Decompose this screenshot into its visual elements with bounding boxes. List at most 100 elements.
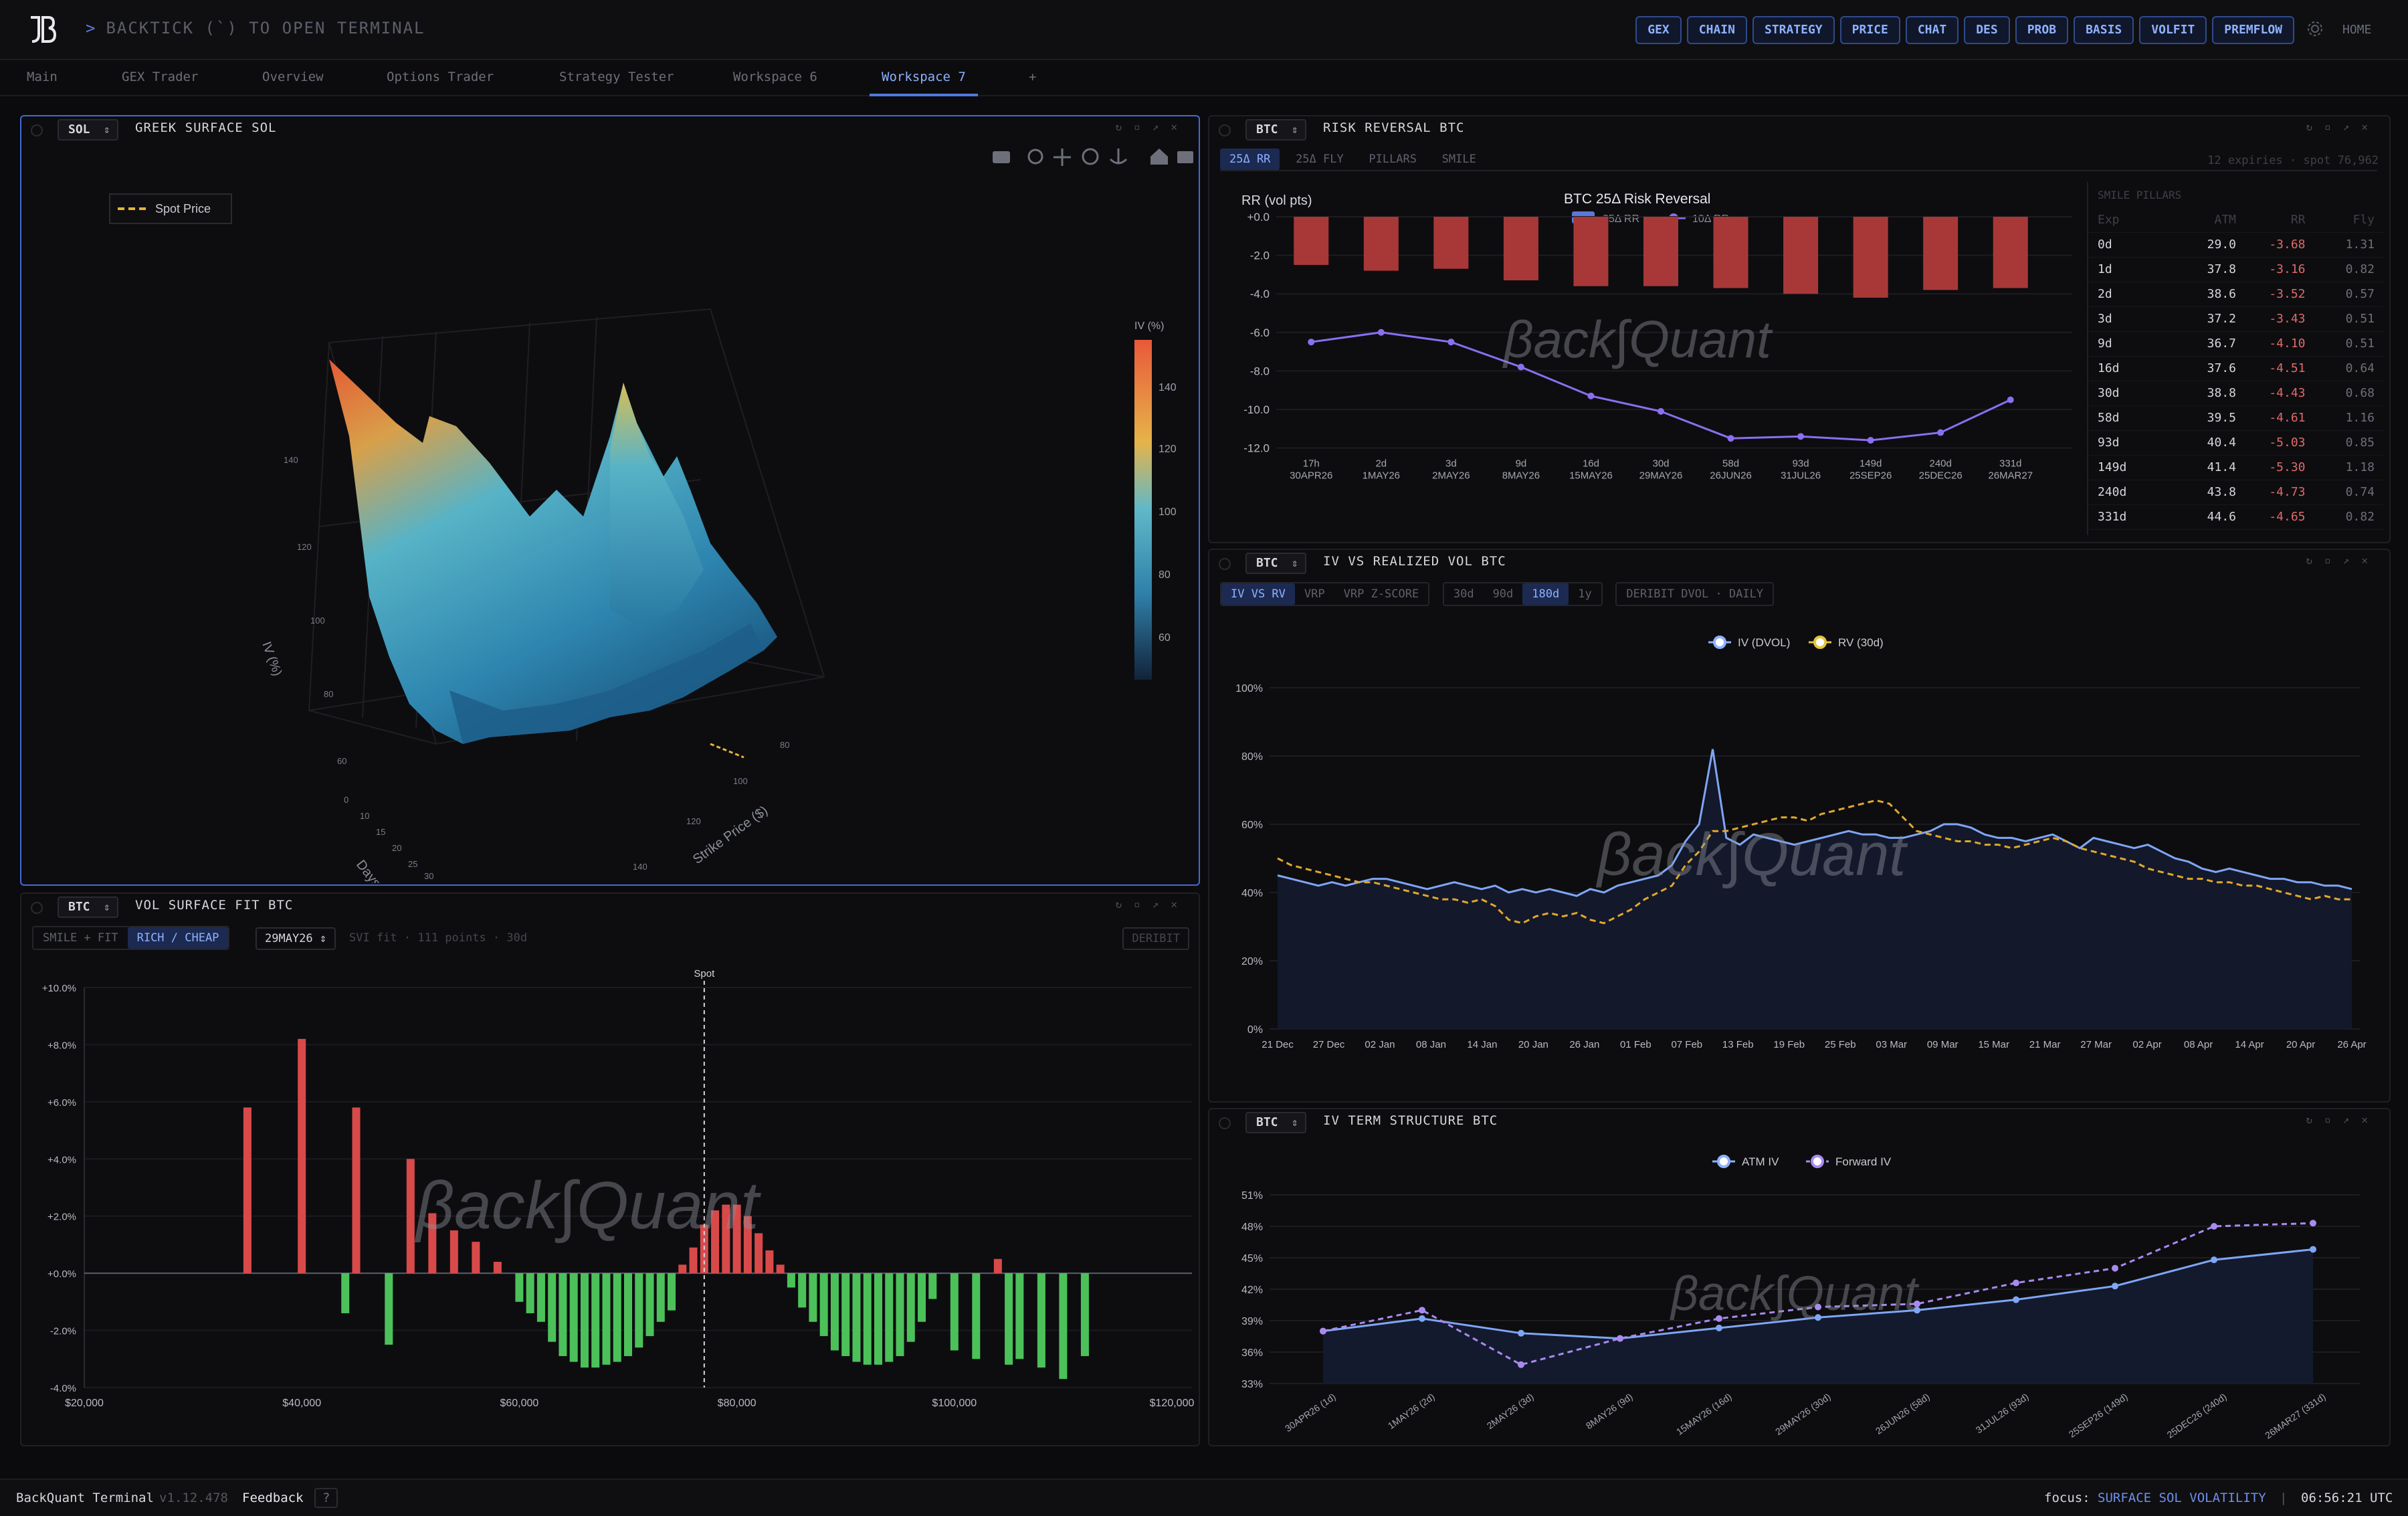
add-tab-button[interactable]: + [1029, 70, 1037, 84]
expiry-select[interactable]: 29MAY26 ⇕ [256, 927, 336, 950]
cheap-bar [341, 1273, 350, 1313]
x-tick-label: 9d 8MAY26 [1502, 458, 1540, 482]
pillar-atm: 37.2 [2207, 312, 2236, 326]
nav-button-prob[interactable]: PROB [2015, 16, 2069, 44]
x-tick-label: 27 Dec [1313, 1039, 1345, 1050]
cheap-bar [852, 1273, 861, 1362]
orbit-icon[interactable] [1082, 148, 1099, 165]
nav-button-chat[interactable]: CHAT [1905, 16, 1959, 44]
nav-button-strategy[interactable]: STRATEGY [1752, 16, 1835, 44]
zoom-icon[interactable] [1027, 149, 1043, 165]
tab-gex-trader[interactable]: GEX Trader [122, 70, 199, 84]
tab-vrp-zscore[interactable]: VRP Z-SCORE [1343, 587, 1419, 601]
tab-strategy-tester[interactable]: Strategy Tester [559, 70, 674, 84]
tab-workspace-6[interactable]: Workspace 6 [733, 70, 817, 84]
window-90d[interactable]: 90d [1492, 587, 1514, 601]
y-tick-label: 20% [1241, 956, 1263, 967]
cheap-bar [569, 1273, 578, 1362]
rr-25d-bar [1783, 217, 1819, 294]
x-tick-label: 14 Jan [1467, 1039, 1497, 1050]
y-tick-label: +10.0% [42, 983, 76, 994]
y-tick-label: 48% [1241, 1222, 1263, 1233]
tab-main[interactable]: Main [27, 70, 58, 84]
nav-button-basis[interactable]: BASIS [2074, 16, 2134, 44]
symbol-select[interactable]: SOL [58, 119, 118, 140]
cheap-bar [602, 1273, 611, 1365]
symbol-select[interactable]: BTC [1245, 553, 1306, 574]
colorbar-ticks: 140 120 100 80 60 [1159, 382, 1177, 644]
panel-controls[interactable]: ↻▫↗✕ [2306, 120, 2380, 133]
tab-options-trader[interactable]: Options Trader [387, 70, 494, 84]
symbol-select[interactable]: BTC [1245, 119, 1306, 140]
rr-tabs: 25Δ RR 25Δ FLY PILLARS SMILE [1220, 149, 2377, 171]
home-icon[interactable] [1150, 149, 1168, 165]
nav-button-des[interactable]: DES [1964, 16, 2010, 44]
help-button[interactable]: ? [314, 1488, 338, 1508]
symbol-select[interactable]: BTC [58, 896, 118, 918]
pillar-fly: 0.51 [2345, 312, 2375, 326]
tab-25d-rr[interactable]: 25Δ RR [1220, 149, 1280, 170]
panel-title: VOL SURFACE FIT BTC [135, 898, 294, 913]
svg-text:60: 60 [337, 756, 346, 766]
backquant-watermark: βack∫Quant [1502, 310, 1773, 369]
tab-25d-fly[interactable]: 25Δ FLY [1296, 153, 1344, 166]
surface-toolbar[interactable] [993, 148, 1193, 166]
window-30d[interactable]: 30d [1453, 587, 1474, 601]
gear-icon[interactable] [2306, 20, 2324, 37]
pillar-row: 58d 39.5 -4.61 1.16 [2088, 406, 2384, 431]
turntable-icon[interactable] [1109, 149, 1128, 165]
panel-controls[interactable]: ↻▫↗✕ [2306, 554, 2380, 567]
symbol-select[interactable]: BTC [1245, 1112, 1306, 1133]
backquant-logo[interactable] [27, 15, 58, 44]
nav-button-premflow[interactable]: PREMFLOW [2212, 16, 2294, 44]
pillar-rr: -4.43 [2269, 386, 2306, 400]
tab-vrp[interactable]: VRP [1304, 587, 1325, 601]
cheap-bar [830, 1273, 839, 1351]
tab-smile[interactable]: SMILE [1441, 153, 1476, 166]
camera-icon[interactable] [993, 151, 1010, 163]
surface-3d-chart[interactable]: Spot Price IV (%) 140 120 100 80 60 Stri… [21, 142, 1199, 883]
svg-text:140: 140 [284, 455, 298, 465]
nav-button-volfit[interactable]: VOLFIT [2139, 16, 2207, 44]
nav-button-gex[interactable]: GEX [1635, 16, 1682, 44]
prompt-arrow-icon: > [86, 19, 97, 37]
pan-icon[interactable] [1054, 149, 1071, 166]
mode-smile-fit[interactable]: SMILE + FIT [43, 931, 118, 945]
rich-cheap-chart[interactable]: +10.0% +8.0% +6.0% +4.0% +2.0% +0.0% -2.0% -4.0… [21, 961, 1199, 1442]
rich-bar [765, 1250, 774, 1274]
y-tick-label: -2.0 [1250, 250, 1270, 262]
pillar-fly: 0.85 [2345, 436, 2375, 450]
tab-iv-vs-rv[interactable]: IV VS RV [1221, 583, 1295, 605]
pillar-row: 30d 38.8 -4.43 0.68 [2088, 381, 2384, 406]
iv-rv-chart[interactable]: IV (DVOL) RV (30d) 0% 20% 40% 60% 80% 100% 21 De… [1209, 607, 2389, 1100]
pillar-exp: 331d [2098, 510, 2127, 524]
tab-workspace-7[interactable]: Workspace 7 [870, 67, 978, 96]
x-tick-label: 09 Mar [1927, 1039, 1959, 1050]
forward-iv-point [1815, 1303, 1821, 1311]
y-tick-label: -6.0 [1250, 326, 1270, 339]
term-structure-chart[interactable]: ATM IV Forward IV 33% 36% 39% 42% 45% 48% 51% 30A… [1209, 1136, 2389, 1444]
window-1y[interactable]: 1y [1578, 587, 1592, 601]
feedback-link[interactable]: Feedback [242, 1491, 304, 1505]
window-180d[interactable]: 180d [1522, 583, 1569, 605]
panel-controls[interactable]: ↻▫↗✕ [1115, 120, 1189, 133]
nav-button-price[interactable]: PRICE [1839, 16, 1900, 44]
y-tick-label: +0.0% [47, 1268, 76, 1280]
tab-pillars[interactable]: PILLARS [1369, 153, 1417, 166]
command-hint[interactable]: > BACKTICK (`) TO OPEN TERMINAL [86, 19, 425, 37]
x-tick-label: 2d 1MAY26 [1363, 458, 1400, 482]
home-link[interactable]: HOME [2342, 23, 2372, 37]
panel-controls[interactable]: ↻▫↗✕ [1115, 898, 1189, 911]
forward-iv-point [1320, 1327, 1326, 1335]
mode-rich-cheap[interactable]: RICH / CHEAP [127, 927, 229, 949]
video-icon[interactable] [1177, 151, 1193, 163]
pillar-atm: ATM [2214, 213, 2236, 227]
panel-controls[interactable]: ↻▫↗✕ [2306, 1113, 2380, 1126]
pillars-rows: Exp ATM RR Fly 0d 29.0 -3.68 1.31 1d 37.8 -3.16 0.8… [2088, 208, 2384, 530]
pillar-row: 2d 38.6 -3.52 0.57 [2088, 282, 2384, 307]
nav-button-chain[interactable]: CHAIN [1686, 16, 1747, 44]
rr-25d-bar [1503, 217, 1538, 281]
tab-overview[interactable]: Overview [262, 70, 324, 84]
x-tick-label: 20 Jan [1518, 1039, 1548, 1050]
